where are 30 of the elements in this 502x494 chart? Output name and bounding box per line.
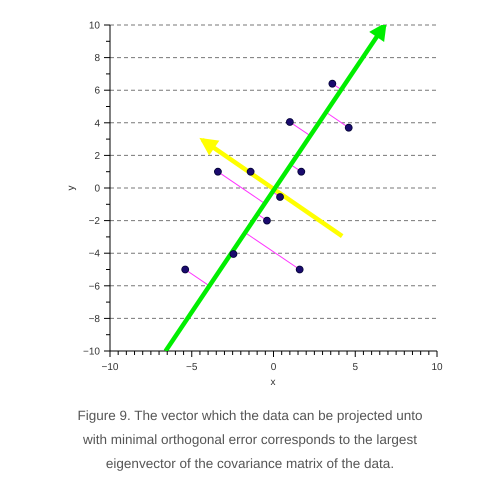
point xyxy=(246,168,255,176)
y-tick-label: 10 xyxy=(88,20,100,32)
x-tick-label: −10 xyxy=(102,362,119,373)
y-tick-label: 8 xyxy=(94,53,100,64)
caption: Figure 9. The vector which the data can be projected unto with minimal orthogonal error corresponds to the largest eigenvector of the covariance matrix of the data. xyxy=(78,408,422,471)
y-tick-label: 2 xyxy=(94,150,100,162)
point xyxy=(263,216,271,224)
point xyxy=(181,266,190,274)
x-tick-label: 5 xyxy=(352,362,358,373)
y-tick-label: 0 xyxy=(94,184,100,194)
y-tick-label: −2 xyxy=(88,216,100,228)
y-tick-label: −8 xyxy=(88,314,100,325)
x-tick-label: −5 xyxy=(186,362,198,373)
point xyxy=(328,80,336,88)
y-tick-label: 4 xyxy=(94,118,100,130)
y-tick-label: −4 xyxy=(88,248,100,260)
x-tick-label: 10 xyxy=(431,362,443,373)
point xyxy=(276,193,284,201)
y-tick-label: −6 xyxy=(88,281,100,292)
y-tick-label: 6 xyxy=(94,86,100,97)
point xyxy=(230,250,238,258)
point xyxy=(344,124,353,132)
x-tick-label: 0 xyxy=(270,362,277,373)
x-axis-title: x xyxy=(270,377,276,388)
y-tick-label: −10 xyxy=(83,346,100,358)
point xyxy=(214,168,222,176)
point xyxy=(286,118,294,126)
point xyxy=(296,266,304,274)
y-axis-title: y xyxy=(66,186,77,190)
point xyxy=(297,168,306,176)
